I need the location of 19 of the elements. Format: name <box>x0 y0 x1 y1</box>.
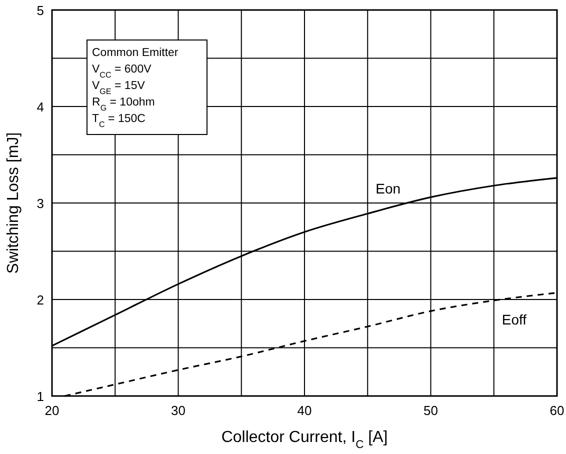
annotation: T$_{C}$ = 150C <box>92 113 146 128</box>
series-label: Eon <box>376 180 401 197</box>
x-axis-title: Collector Current, I$_{C}$ [A] <box>221 429 388 451</box>
y-tick-label: 2 <box>36 292 44 308</box>
x-tick-label: 50 <box>424 403 438 418</box>
y-tick-label: 3 <box>36 196 44 211</box>
annotation: R$_{G}$ = 10ohm <box>92 96 155 112</box>
x-tick-label: 40 <box>297 403 312 418</box>
y-tick-label: 1 <box>36 389 44 404</box>
y-tick-label: 5 <box>36 3 44 18</box>
annotation: V$_{GE}$ = 15V <box>92 80 146 96</box>
series-label: Eoff <box>502 311 527 328</box>
annotation: Common Emitter <box>92 47 178 59</box>
y-axis-title: Switching Loss [mJ] <box>5 132 22 274</box>
y-tick-label: 4 <box>36 100 44 114</box>
x-tick-label: 60 <box>550 403 564 418</box>
x-tick-label: 20 <box>44 403 60 418</box>
x-tick-label: 30 <box>171 403 186 418</box>
annotation: V$_{CC}$ = 600V <box>92 64 152 79</box>
